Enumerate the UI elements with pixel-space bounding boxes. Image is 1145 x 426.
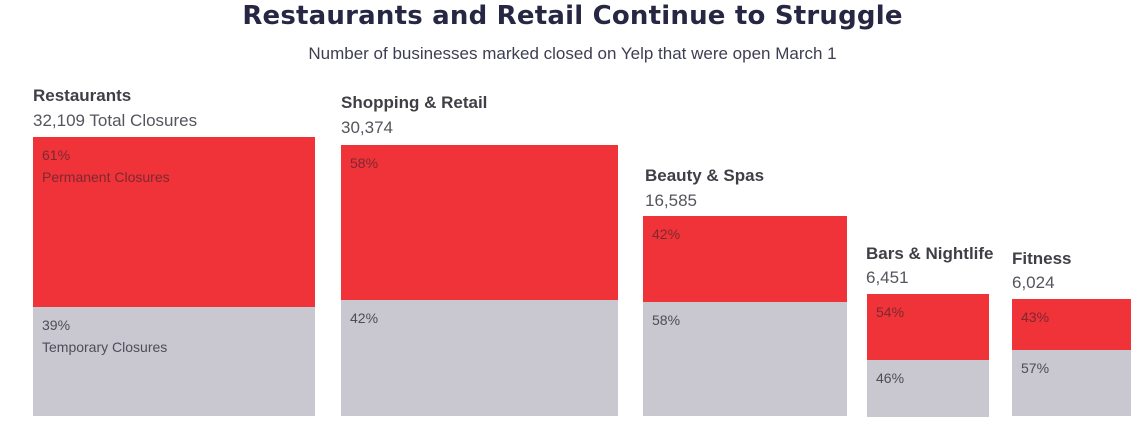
category-label: Bars & Nightlife (866, 244, 994, 263)
permanent-closures-segment: 54% (867, 294, 989, 360)
permanent-closures-segment: 61% Permanent Closures (33, 137, 315, 307)
permanent-pct-label: 42% (652, 226, 681, 242)
total-closures-label: 30,374 (341, 118, 393, 137)
temporary-pct-label: 39% (42, 317, 71, 333)
temporary-closures-segment: 46% (867, 360, 989, 417)
permanent-closures-segment: 42% (643, 216, 847, 302)
total-closures-label: 32,109 Total Closures (33, 111, 198, 130)
total-closures-label: 16,585 (645, 191, 697, 210)
permanent-legend-label: Permanent Closures (42, 169, 170, 185)
temporary-closures-segment: 42% (341, 300, 618, 416)
category-label: Beauty & Spas (645, 166, 765, 185)
temporary-pct-label: 42% (350, 310, 379, 326)
permanent-closures-segment: 43% (1012, 299, 1131, 350)
permanent-pct-label: 54% (876, 304, 905, 320)
temporary-closures-segment: 57% (1012, 350, 1131, 416)
category-label: Shopping & Retail (341, 93, 488, 112)
temporary-pct-label: 58% (652, 312, 681, 328)
total-closures-label: 6,451 (866, 268, 909, 287)
permanent-pct-label: 58% (350, 155, 379, 171)
category-label: Fitness (1012, 249, 1072, 268)
category-label: Restaurants (33, 86, 132, 105)
temporary-legend-label: Temporary Closures (42, 339, 168, 355)
permanent-closures-segment: 58% (341, 145, 618, 300)
permanent-pct-label: 61% (42, 147, 71, 163)
temporary-pct-label: 46% (876, 370, 905, 386)
permanent-pct-label: 43% (1021, 309, 1050, 325)
chart-title: Restaurants and Retail Continue to Strug… (242, 1, 903, 31)
temporary-closures-segment: 39% Temporary Closures (33, 307, 315, 416)
chart-subtitle: Number of businesses marked closed on Ye… (308, 44, 837, 63)
total-closures-label: 6,024 (1012, 273, 1055, 292)
temporary-closures-segment: 58% (643, 302, 847, 416)
temporary-pct-label: 57% (1021, 360, 1050, 376)
